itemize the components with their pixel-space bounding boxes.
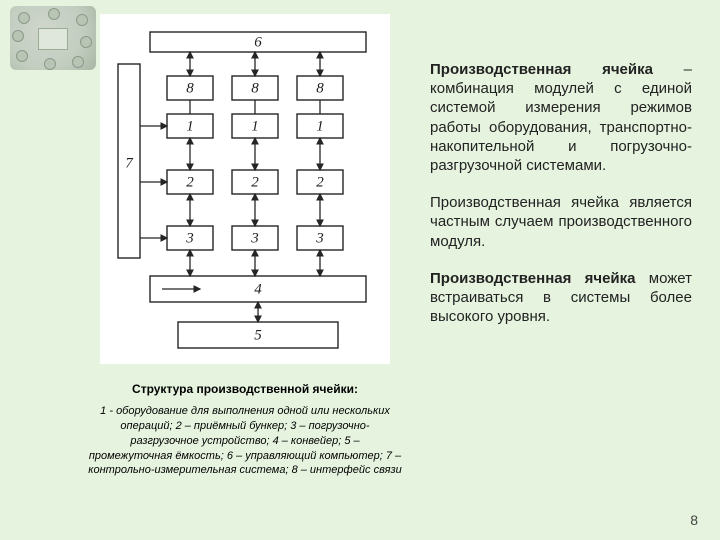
node-1a-label: 1 <box>186 118 194 134</box>
term-3: Производственная ячейка <box>430 270 636 287</box>
thumb-dot <box>80 36 92 48</box>
node-3c-label: 3 <box>315 230 324 246</box>
node-6-label: 6 <box>254 34 262 50</box>
thumb-dot <box>76 14 88 26</box>
node-3a-label: 3 <box>185 230 194 246</box>
thumb-dot <box>12 30 24 42</box>
node-5-label: 5 <box>254 327 262 343</box>
paragraph-2: Производственная ячейка является частным… <box>430 193 692 251</box>
thumb-dot <box>72 56 84 68</box>
thumb-dot <box>18 12 30 24</box>
node-2a-label: 2 <box>186 174 194 190</box>
node-8c-label: 8 <box>316 80 324 96</box>
paragraph-3: Производственная ячейка может встраивать… <box>430 269 692 327</box>
term-1: Производственная ячейка <box>430 61 653 78</box>
diagram-caption-title: Структура производственной ячейки: <box>100 382 390 396</box>
thumb-dot <box>16 50 28 62</box>
diagram-caption-legend: 1 - оборудование для выполнения одной ил… <box>88 404 402 478</box>
node-8a-label: 8 <box>186 80 194 96</box>
slide-thumbnail <box>10 6 96 70</box>
node-3b-label: 3 <box>250 230 259 246</box>
thumb-dot <box>48 8 60 20</box>
node-8b-label: 8 <box>251 80 259 96</box>
node-4-label: 4 <box>254 281 262 297</box>
thumb-dot <box>44 58 56 70</box>
page-number: 8 <box>690 512 698 528</box>
node-1b-label: 1 <box>251 118 259 134</box>
diagram-panel: 6 7 8 1 2 3 8 1 2 3 8 1 2 3 4 <box>100 14 390 364</box>
node-2b-label: 2 <box>251 174 259 190</box>
paragraph-1: Производственная ячейка – комбинация мод… <box>430 60 692 175</box>
thumb-rect <box>38 28 68 50</box>
text-column: Производственная ячейка – комбинация мод… <box>430 60 692 344</box>
node-1c-label: 1 <box>316 118 324 134</box>
node-2c-label: 2 <box>316 174 324 190</box>
slide-page: 6 7 8 1 2 3 8 1 2 3 8 1 2 3 4 <box>0 0 720 540</box>
flowchart-svg: 6 7 8 1 2 3 8 1 2 3 8 1 2 3 4 <box>100 14 390 364</box>
